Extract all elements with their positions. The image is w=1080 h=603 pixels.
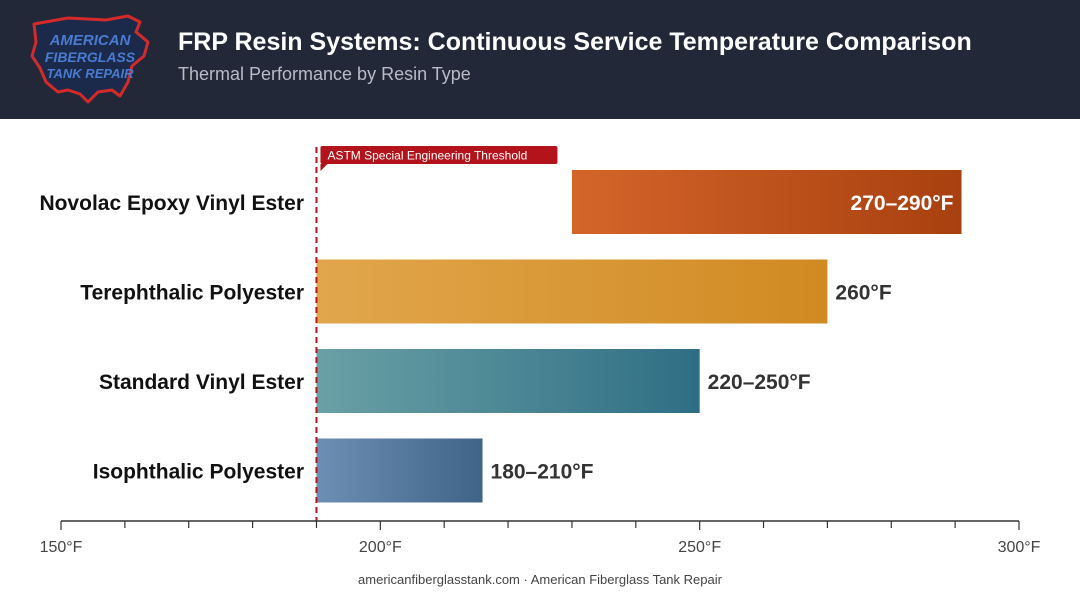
company-logo: AMERICAN FIBERGLASS TANK REPAIR [30,14,150,104]
chart-title: FRP Resin Systems: Continuous Service Te… [178,28,972,56]
x-tick-label: 300°F [998,539,1041,556]
bar-standard-vinyl-ester [316,349,700,413]
category-label: Standard Vinyl Ester [99,371,304,394]
header: AMERICAN FIBERGLASS TANK REPAIR FRP Resi… [0,0,1080,119]
category-label: Terephthalic Polyester [80,282,304,305]
threshold-label: ASTM Special Engineering Threshold [327,149,527,163]
x-tick-label: 150°F [40,539,83,556]
value-label: 270–290°F [851,192,954,215]
bar-terephthalic-polyester [316,259,828,324]
threshold-label-pointer [320,164,328,171]
footer-credit: americanfiberglasstank.com · American Fi… [358,572,722,587]
category-label: Isophthalic Polyester [93,461,304,484]
x-tick-label: 250°F [678,539,721,556]
threshold-label-box [320,146,558,164]
svg-text:FIBERGLASS: FIBERGLASS [45,49,136,65]
category-label: Novolac Epoxy Vinyl Ester [39,192,304,215]
bar-chart: Novolac Epoxy Vinyl Ester 270–290°F Tereph… [39,146,1041,556]
svg-text:TANK REPAIR: TANK REPAIR [47,66,135,81]
chart-subtitle: Thermal Performance by Resin Type [178,64,471,84]
value-label: 220–250°F [708,371,811,394]
x-tick-label: 200°F [359,539,402,556]
bar-isophthalic-polyester [316,438,483,503]
svg-text:AMERICAN: AMERICAN [49,32,132,49]
value-label: 260°F [835,282,891,305]
bar-novolac-epoxy-vinyl-ester [571,170,962,234]
value-label: 180–210°F [491,461,594,484]
